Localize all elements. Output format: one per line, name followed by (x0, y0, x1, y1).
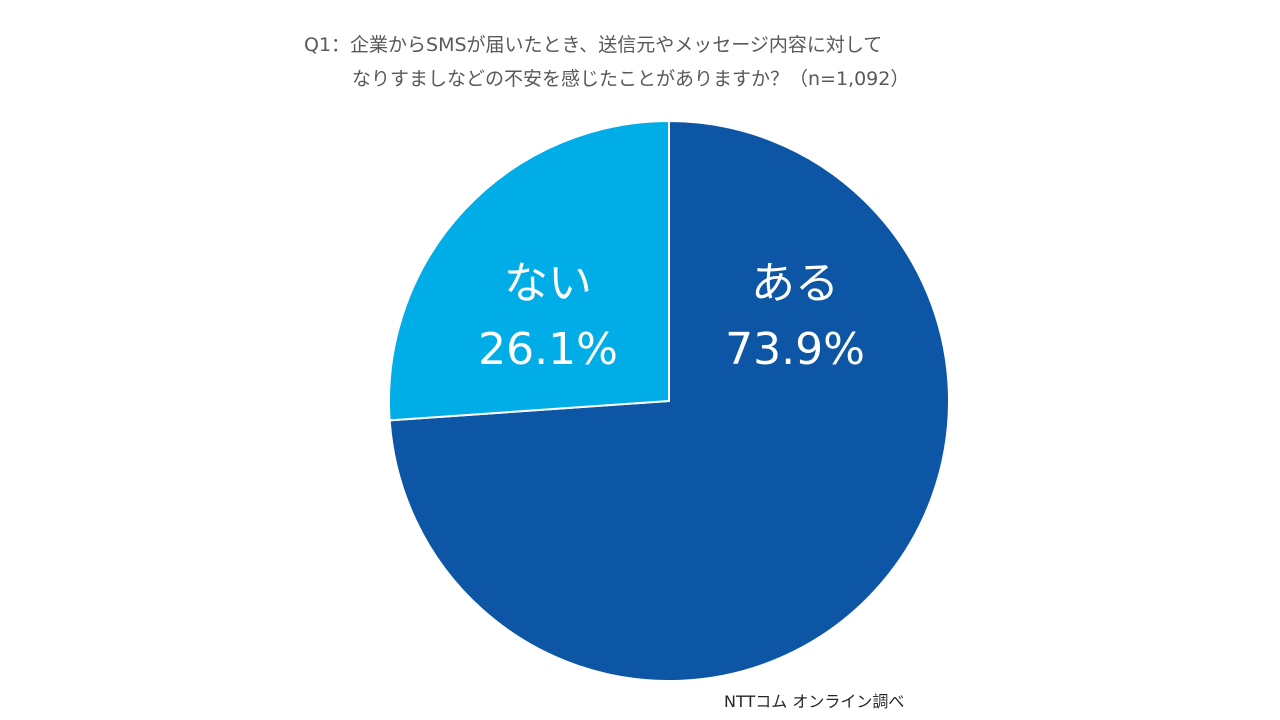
pie-slice-2 (388, 119, 670, 422)
chart-title-line-2: なりすましなどの不安を感じたことがありますか？（n=1,092） (352, 68, 910, 90)
source-note: NTTコム オンライン調べ (724, 692, 905, 711)
slice-category-label: ない (504, 258, 592, 309)
pie-labels: ある 73.9% ない 26.1% (478, 258, 865, 375)
slice-value-label: 73.9% (725, 324, 865, 375)
pie-slices (388, 119, 950, 682)
slice-category-label: ある (751, 258, 839, 309)
slice-value-label: 26.1% (478, 324, 618, 375)
chart-title-line-1: Q1：企業からSMSが届いたとき、送信元やメッセージ内容に対して (304, 34, 883, 56)
